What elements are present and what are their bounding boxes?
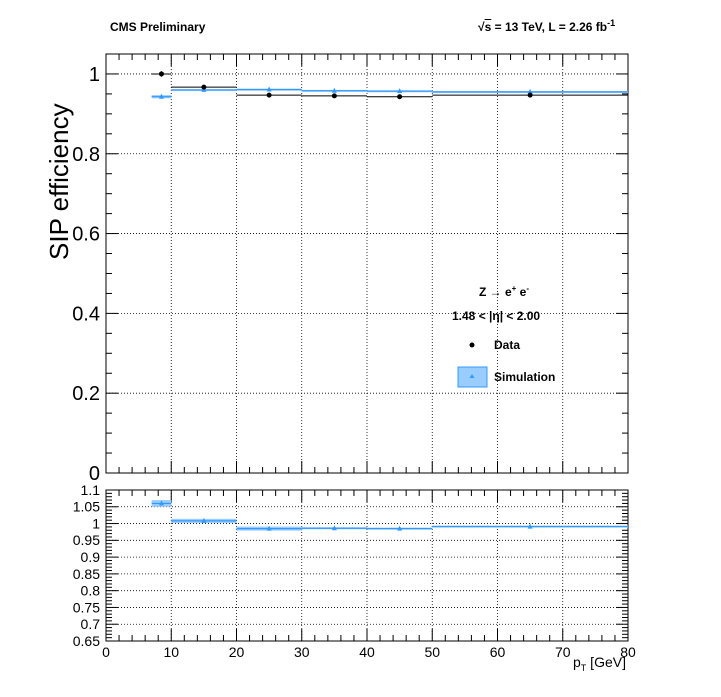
energy-lumi-label: √s = 13 TeV, L = 2.26 fb-1: [478, 18, 616, 35]
y-tick-label: 1: [89, 64, 100, 86]
ratio-point: [201, 517, 207, 523]
y-tick-label: 0.95: [73, 532, 100, 548]
y-tick-label: 1.1: [81, 482, 101, 498]
legend-data-marker: [469, 342, 475, 348]
x-tick-label: 60: [490, 644, 506, 660]
x-tick-label: 80: [620, 644, 636, 660]
legend-sim-label: Simulation: [494, 370, 555, 384]
x-tick-label: 30: [294, 644, 310, 660]
y-tick-label: 1: [92, 515, 100, 531]
sim-point: [266, 86, 272, 92]
main-panel: 0 0.2 0.4 0.6 0.8 1: [72, 53, 629, 485]
sim-point: [527, 88, 533, 94]
sqrt-s-symbol: s: [484, 20, 492, 34]
y-tick-label: 0.65: [73, 633, 100, 649]
ratio-panel: 0 10 20 30 40 50 60 70 80 0.650.70.750.80.850.90.…: [73, 482, 636, 660]
legend-eta-range: 1.48 < |η| < 2.00: [452, 309, 540, 323]
legend-data-label: Data: [494, 338, 520, 352]
ratio-point: [158, 500, 164, 506]
y-tick-label: 0.8: [81, 583, 101, 599]
legend-sim-triangle: [469, 374, 475, 378]
lumi-unit-exponent: -1: [607, 18, 616, 28]
y-tick-label: 0.75: [73, 599, 100, 615]
y-tick-label: 0.4: [72, 303, 100, 325]
sim-point: [158, 93, 164, 99]
x-tick-label: 0: [102, 644, 110, 660]
y-tick-label: 1.05: [73, 499, 100, 515]
ratio-point: [527, 523, 533, 529]
plot-frame: [105, 53, 629, 474]
data-point: [527, 92, 533, 98]
y-tick-label: 0.85: [73, 566, 100, 582]
sim-point: [397, 88, 403, 94]
y-tick-label: 0.9: [81, 549, 101, 565]
data-point: [266, 92, 272, 98]
data-point: [397, 94, 403, 100]
ratio-point: [331, 525, 337, 531]
x-tick-label: 10: [163, 644, 179, 660]
sim-point: [331, 87, 337, 93]
data-point: [201, 84, 207, 90]
ratio-point: [397, 525, 403, 531]
y-tick-label: 0: [89, 463, 100, 485]
x-axis-label: pT [GeV]: [573, 654, 626, 673]
y-tick-label: 0.2: [72, 383, 100, 405]
y-tick-label: 0.6: [72, 224, 100, 246]
x-tick-label: 40: [359, 644, 375, 660]
x-tick-label: 70: [555, 644, 571, 660]
x-tick-label: 20: [229, 644, 245, 660]
cms-preliminary-label: CMS Preliminary: [110, 20, 206, 34]
legend: Z → e+ e- 1.48 < |η| < 2.00 Data Simulat…: [452, 284, 555, 388]
data-point: [331, 93, 337, 99]
ratio-point: [266, 525, 272, 531]
y-tick-label: 0.7: [81, 616, 101, 632]
x-tick-label: 50: [424, 644, 440, 660]
legend-process: Z → e+ e-: [479, 284, 529, 299]
energy-text: = 13 TeV, L = 2.26 fb: [491, 20, 608, 34]
data-point: [158, 71, 164, 77]
y-tick-label: 0.8: [72, 144, 100, 166]
